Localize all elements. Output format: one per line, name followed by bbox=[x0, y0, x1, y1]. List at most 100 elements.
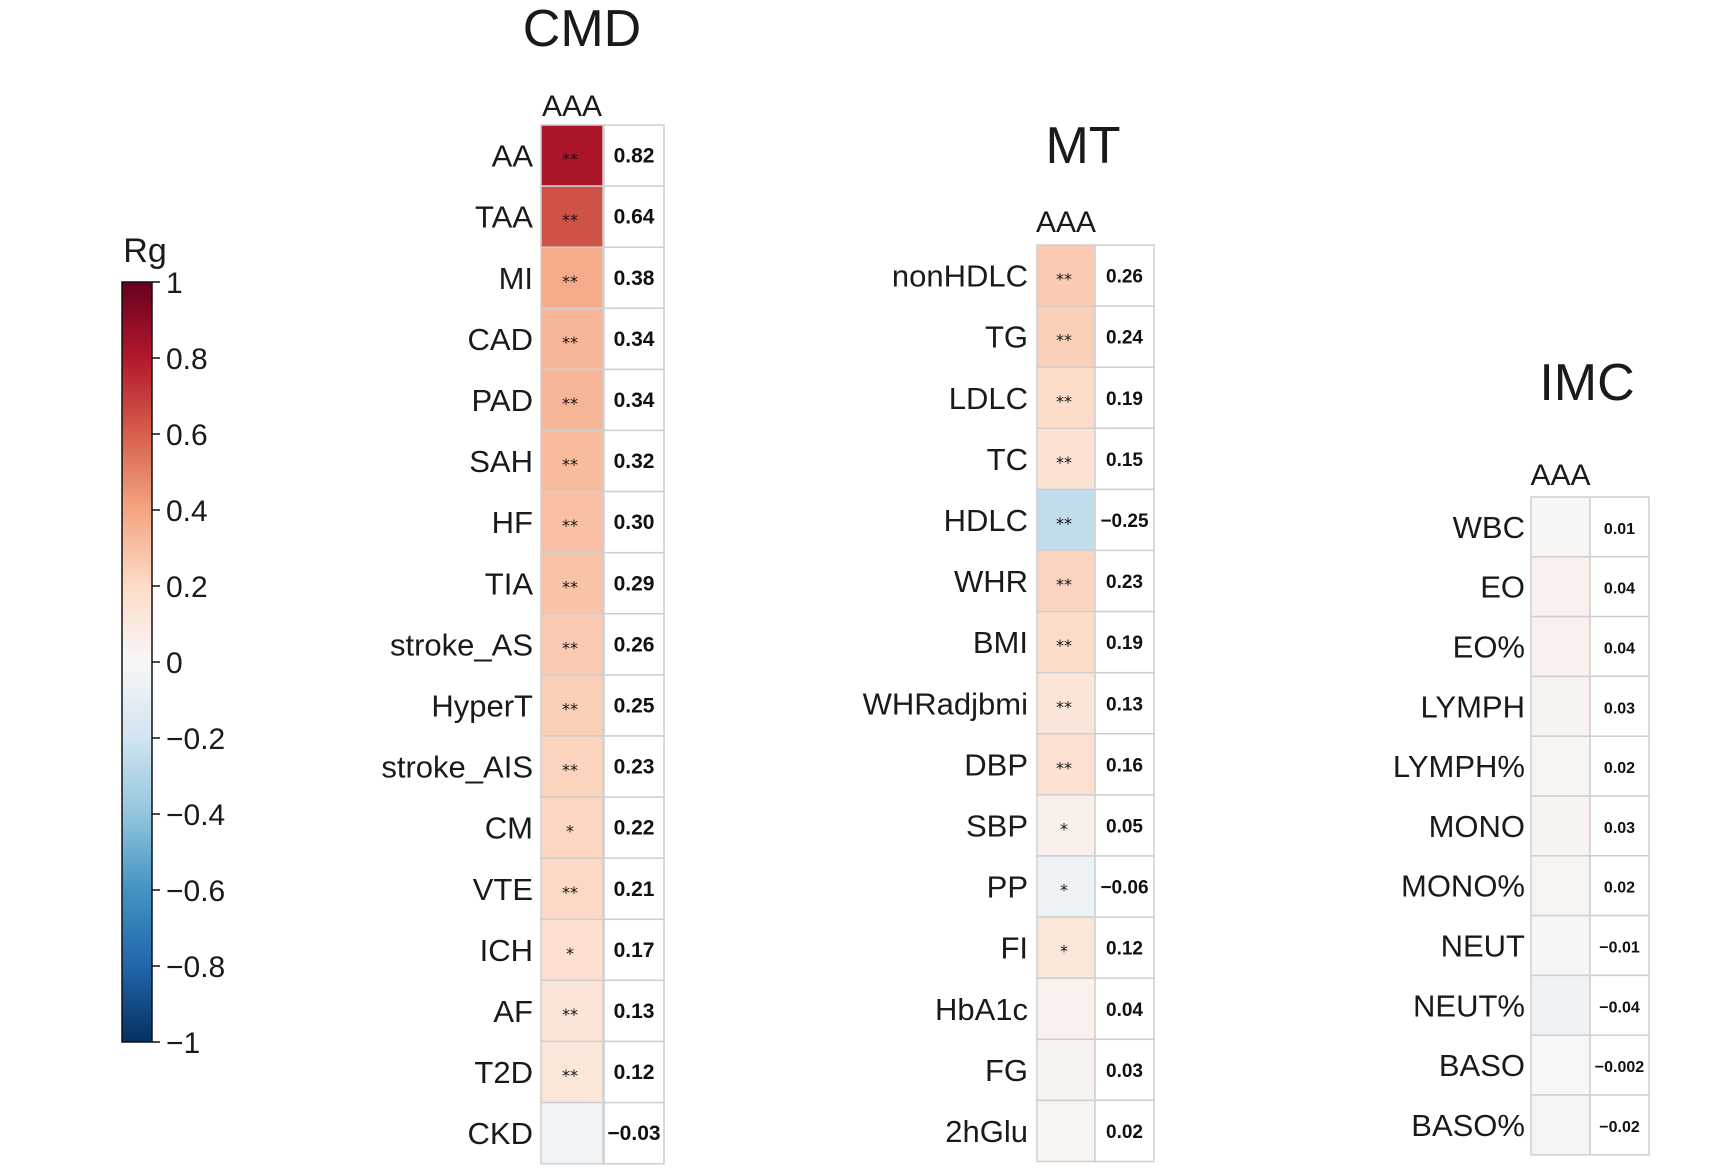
value-cell bbox=[1094, 977, 1155, 1041]
value-cell bbox=[1094, 855, 1155, 918]
value-cell bbox=[1589, 735, 1650, 797]
row-label: MI bbox=[499, 261, 533, 296]
significance-mark: ** bbox=[1056, 758, 1072, 777]
colorbar-tick-label: 1 bbox=[166, 267, 183, 300]
colorbar-tick-label: −0.8 bbox=[166, 951, 225, 984]
value-cell bbox=[603, 185, 665, 248]
value-cell bbox=[603, 674, 665, 737]
significance-mark: * bbox=[1060, 942, 1068, 961]
row-label: NEUT% bbox=[1413, 988, 1525, 1023]
value-label: −0.01 bbox=[1599, 940, 1640, 957]
row-label: BASO% bbox=[1411, 1108, 1525, 1143]
colorbar-label: Rg bbox=[123, 232, 166, 270]
row-label: 2hGlu bbox=[945, 1114, 1028, 1149]
value-label: 0.30 bbox=[614, 511, 655, 534]
value-cell bbox=[603, 735, 665, 798]
significance-mark: * bbox=[566, 944, 574, 963]
value-label: 0.34 bbox=[614, 328, 655, 351]
value-cell bbox=[1094, 305, 1155, 368]
column-label: AAA bbox=[1036, 206, 1096, 239]
significance-mark: ** bbox=[1056, 636, 1072, 655]
value-label: −0.04 bbox=[1599, 999, 1640, 1016]
significance-mark: ** bbox=[562, 455, 578, 474]
heatmap-cell bbox=[1530, 1034, 1591, 1096]
colorbar-tick-label: 0.4 bbox=[166, 495, 208, 528]
heatmap-cell bbox=[540, 674, 604, 737]
value-label: 0.24 bbox=[1106, 328, 1143, 349]
colorbar-tick-label: 0.6 bbox=[166, 419, 208, 452]
heatmap-cell bbox=[540, 246, 604, 310]
value-label: 0.04 bbox=[1106, 1000, 1143, 1021]
row-label: BMI bbox=[973, 625, 1028, 660]
value-label: 0.04 bbox=[1604, 581, 1635, 598]
heatmap-cell bbox=[540, 735, 604, 798]
value-label: 0.02 bbox=[1604, 760, 1635, 777]
row-label: CKD bbox=[468, 1116, 533, 1151]
heatmap-cell bbox=[1036, 733, 1096, 796]
value-cell bbox=[1589, 1034, 1650, 1096]
value-cell bbox=[1589, 615, 1650, 678]
row-label: FI bbox=[1000, 931, 1028, 966]
row-label: HF bbox=[492, 505, 533, 540]
value-cell bbox=[1589, 1094, 1650, 1156]
significance-mark: ** bbox=[562, 1066, 578, 1085]
value-cell bbox=[603, 918, 665, 982]
significance-mark: ** bbox=[1056, 697, 1072, 716]
value-cell bbox=[1589, 675, 1650, 737]
heatmap-cell bbox=[1036, 549, 1096, 613]
heatmap-cell bbox=[540, 368, 604, 432]
row-label: SBP bbox=[966, 808, 1028, 843]
value-label: 0.17 bbox=[614, 939, 655, 962]
value-label: 0.19 bbox=[1106, 633, 1143, 654]
value-label: −0.06 bbox=[1100, 878, 1148, 899]
value-label: 0.38 bbox=[614, 267, 655, 290]
panel-title: CMD bbox=[523, 0, 641, 58]
row-label: SAH bbox=[469, 444, 533, 479]
significance-mark: ** bbox=[1056, 331, 1072, 350]
value-cell bbox=[1094, 1038, 1155, 1102]
value-cell bbox=[603, 368, 665, 432]
row-label: EO bbox=[1480, 570, 1525, 605]
significance-mark: ** bbox=[1056, 270, 1072, 289]
row-label: LYMPH bbox=[1420, 689, 1525, 724]
significance-mark: ** bbox=[562, 883, 578, 902]
heatmap-cell bbox=[1036, 610, 1096, 674]
value-label: 0.13 bbox=[1106, 694, 1143, 715]
value-cell bbox=[1094, 427, 1155, 491]
row-label: HbA1c bbox=[935, 992, 1028, 1027]
value-cell bbox=[603, 1101, 665, 1165]
heatmap-cell bbox=[1036, 794, 1096, 857]
colorbar-tick-label: −1 bbox=[166, 1027, 200, 1060]
value-label: 0.23 bbox=[1106, 572, 1143, 593]
significance-mark: ** bbox=[562, 272, 578, 291]
colorbar-gradient bbox=[121, 281, 153, 1043]
heatmap-cell bbox=[540, 613, 604, 676]
value-cell bbox=[1094, 244, 1155, 307]
heatmap-cell bbox=[540, 307, 604, 371]
heatmap-cell bbox=[1530, 974, 1591, 1036]
colorbar-tick-label: −0.2 bbox=[166, 723, 225, 756]
row-label: T2D bbox=[474, 1055, 533, 1090]
row-label: AA bbox=[492, 139, 534, 174]
significance-mark: ** bbox=[1056, 392, 1072, 411]
row-label: CM bbox=[485, 811, 533, 846]
value-cell bbox=[1589, 795, 1650, 857]
heatmap-cell bbox=[540, 124, 604, 187]
value-cell bbox=[1094, 1099, 1155, 1163]
value-cell bbox=[1589, 974, 1650, 1036]
heatmap-cell bbox=[1530, 1094, 1591, 1156]
significance-mark: ** bbox=[562, 1005, 578, 1024]
value-cell bbox=[1094, 549, 1155, 613]
heatmap-cell bbox=[1530, 675, 1591, 737]
row-label: nonHDLC bbox=[892, 259, 1028, 294]
value-label: 0.01 bbox=[1604, 521, 1635, 538]
heatmap-cell bbox=[1530, 496, 1591, 558]
value-cell bbox=[1589, 496, 1650, 558]
significance-mark: * bbox=[566, 822, 574, 841]
significance-mark: * bbox=[1060, 881, 1068, 900]
significance-mark: ** bbox=[1056, 514, 1072, 533]
heatmap-cell bbox=[540, 185, 604, 248]
